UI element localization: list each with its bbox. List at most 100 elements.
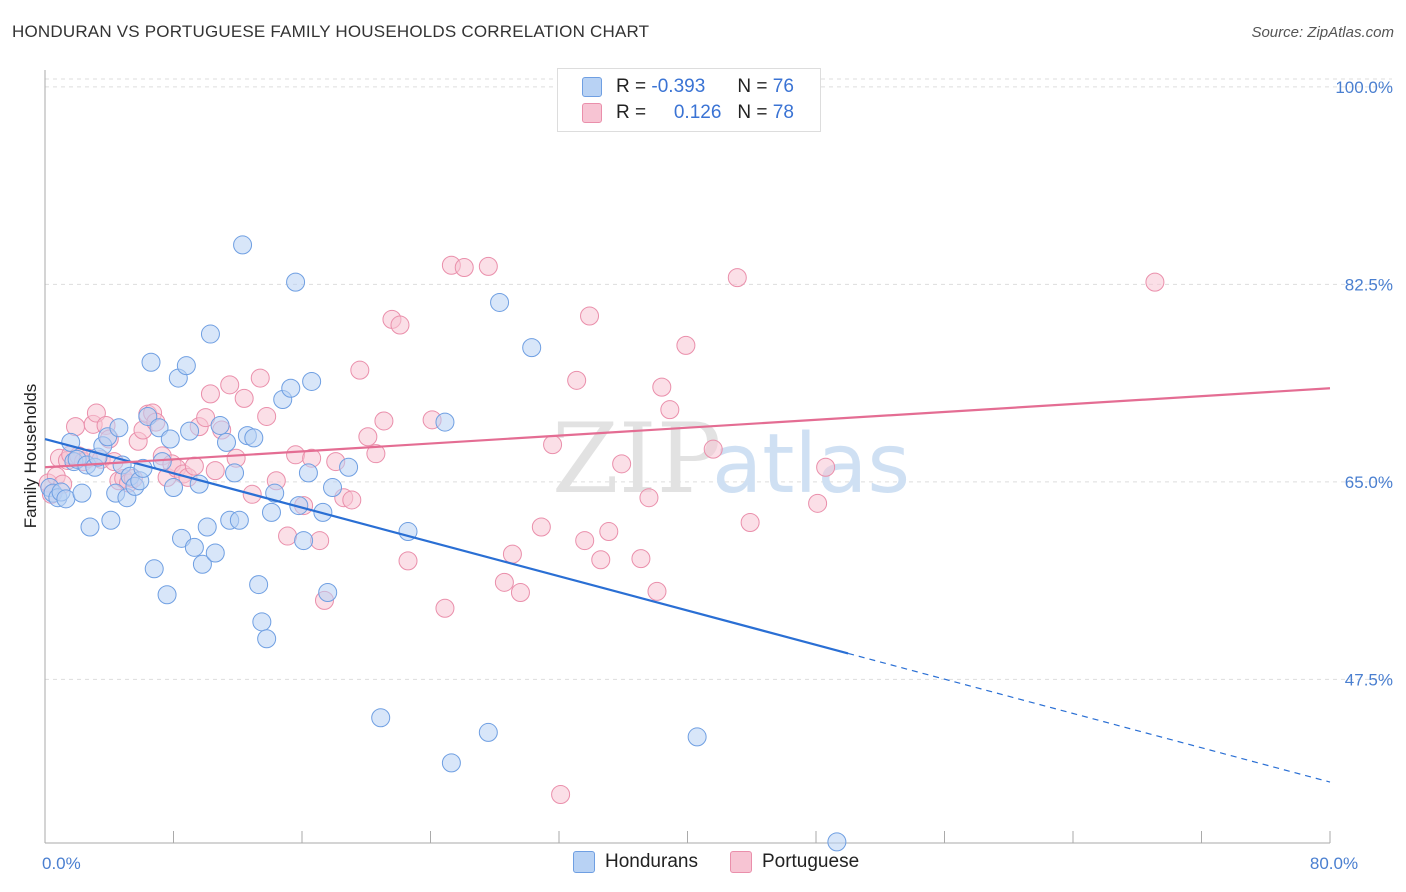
honduran-point: [144, 559, 164, 579]
honduran-point: [289, 496, 309, 516]
watermark-zip: ZIP: [552, 403, 721, 515]
honduran-point: [339, 457, 359, 477]
honduran-point: [490, 292, 510, 312]
honduran-point: [229, 510, 249, 530]
portuguese-point: [591, 550, 611, 570]
portuguese-point: [478, 256, 498, 276]
portuguese-point: [257, 406, 277, 426]
legend-swatch-blue: [582, 77, 602, 97]
portuguese-point: [647, 581, 667, 601]
portuguese-point: [250, 368, 270, 388]
portuguese-point: [358, 427, 378, 447]
honduran-point: [205, 543, 225, 563]
honduran-point: [252, 612, 272, 632]
y-tick-label: 47.5%: [1345, 670, 1393, 689]
legend-r-value: 0.126: [673, 102, 722, 123]
honduran-point: [233, 235, 253, 255]
portuguese-point: [531, 517, 551, 537]
portuguese-point: [234, 388, 254, 408]
honduran-point: [294, 531, 314, 551]
honduran-point: [441, 753, 461, 773]
portuguese-point: [631, 549, 651, 569]
portuguese-trend-line: [44, 387, 1331, 469]
legend-row-portuguese: R = 0.126 N = 78: [582, 101, 794, 125]
portuguese-point: [310, 531, 330, 551]
honduran-point: [157, 585, 177, 605]
honduran-point: [149, 418, 169, 438]
honduran-point: [138, 406, 158, 426]
portuguese-point: [639, 488, 659, 508]
honduran-point: [435, 412, 455, 432]
portuguese-point: [220, 375, 240, 395]
axes: [44, 70, 1331, 844]
honduran-point: [318, 582, 338, 602]
portuguese-point: [676, 335, 696, 355]
portuguese-point: [390, 315, 410, 335]
honduran-point: [160, 429, 180, 449]
watermark-atlas: atlas: [712, 417, 910, 512]
portuguese-point: [184, 456, 204, 476]
honduran-point: [176, 356, 196, 376]
honduran-point: [257, 629, 277, 649]
legend-r-value: -0.393: [651, 76, 706, 97]
honduran-point: [281, 378, 301, 398]
honduran-point: [72, 483, 92, 503]
honduran-point: [210, 415, 230, 435]
portuguese-point: [374, 411, 394, 431]
portuguese-point: [652, 377, 672, 397]
honduran-point: [302, 371, 322, 391]
honduran-point: [109, 418, 129, 438]
portuguese-point: [494, 572, 514, 592]
honduran-point: [323, 478, 343, 498]
honduran-point: [265, 483, 285, 503]
honduran-point: [197, 517, 217, 537]
legend-r-label: R =: [616, 102, 647, 123]
honduran-point: [225, 463, 245, 483]
y-tick-label: 100.0%: [1335, 78, 1393, 97]
portuguese-point: [567, 370, 587, 390]
portuguese-point: [808, 493, 828, 513]
honduran-point: [522, 338, 542, 358]
portuguese-point: [278, 526, 298, 546]
legend-hondurans-swatch: [573, 851, 595, 873]
portuguese-point: [205, 461, 225, 481]
portuguese-point: [703, 439, 723, 459]
portuguese-point: [398, 551, 418, 571]
legend-r-label: R =: [616, 76, 647, 97]
x-tick-label: 0.0%: [42, 854, 81, 873]
legend-portuguese-label: Portuguese: [761, 851, 860, 872]
portuguese-point: [342, 490, 362, 510]
honduran-point: [101, 510, 121, 530]
honduran-point: [371, 708, 391, 728]
honduran-point: [164, 478, 183, 498]
trend-lines: [44, 387, 1331, 783]
portuguese-point: [727, 268, 747, 288]
legend-n-value: 76: [772, 76, 794, 97]
legend-n-label: N =: [737, 76, 768, 97]
honduran-point: [687, 727, 707, 747]
y-tick-label: 82.5%: [1345, 275, 1393, 294]
honduran-point: [61, 432, 81, 452]
chart-title: HONDURAN VS PORTUGUESE FAMILY HOUSEHOLDS…: [12, 22, 650, 41]
portuguese-point: [366, 444, 386, 464]
y-tick-label: 65.0%: [1345, 473, 1393, 492]
honduran-point: [80, 517, 100, 537]
honduran-point: [261, 502, 281, 522]
portuguese-point: [350, 360, 370, 380]
series-legend: Hondurans Portuguese: [573, 851, 859, 873]
series-hondurans: [40, 235, 847, 852]
portuguese-point: [816, 457, 836, 477]
honduran-point: [141, 352, 161, 372]
legend-row-hondurans: R = -0.393 N = 76: [582, 75, 794, 99]
legend-swatch-pink: [582, 103, 602, 123]
portuguese-point: [551, 784, 571, 804]
portuguese-point: [454, 257, 474, 277]
portuguese-point: [575, 531, 595, 551]
honduran-point: [56, 489, 76, 509]
legend-n-label: N =: [737, 102, 768, 123]
portuguese-point: [740, 513, 760, 533]
portuguese-point: [200, 384, 220, 404]
portuguese-point: [196, 408, 216, 428]
portuguese-point: [599, 522, 619, 542]
watermark: ZIP atlas: [552, 403, 910, 515]
